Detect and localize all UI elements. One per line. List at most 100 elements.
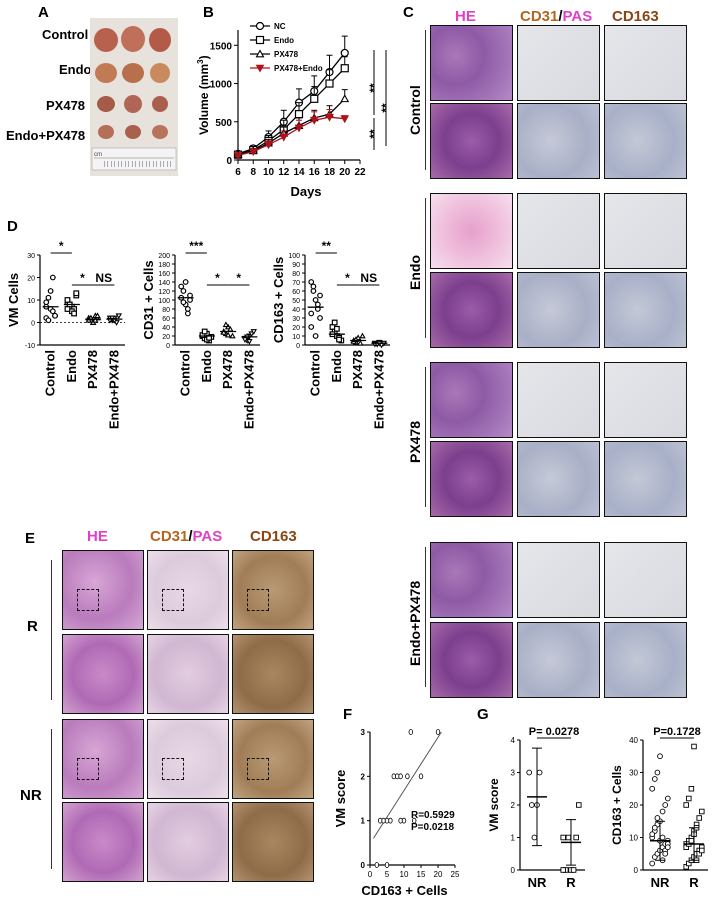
d-y-tick-label: 120 xyxy=(158,289,170,296)
d-point xyxy=(336,336,342,343)
c-tissue-endo-cd163-low xyxy=(604,193,687,269)
d-point xyxy=(314,301,321,308)
b-point xyxy=(340,115,350,124)
b-sig-2: ** xyxy=(379,103,393,113)
e-tissue-nr-cd31-high xyxy=(147,802,229,882)
d-y-tick-label: 20 xyxy=(162,334,170,341)
d-y-tick-label: 0 xyxy=(31,321,35,328)
d-point xyxy=(331,319,338,326)
d-category-label: Endo xyxy=(64,350,79,383)
d-point xyxy=(94,312,101,319)
e-zoom-box xyxy=(77,589,99,611)
g-point xyxy=(654,815,661,821)
g-point xyxy=(649,785,656,792)
e-header-he: HE xyxy=(87,528,108,545)
d-category-label: Endo xyxy=(199,350,214,383)
row-label-px478: PX478 xyxy=(46,98,86,113)
tumor-row-px478 xyxy=(97,95,168,113)
c-tissue-endo-cd31-high xyxy=(517,272,600,348)
g-point xyxy=(560,867,566,873)
d-y-tick-label: 40 xyxy=(292,307,300,314)
c-tissue-control-cd163-high xyxy=(604,103,687,179)
g-point xyxy=(696,815,702,821)
d-category-label: PX478 xyxy=(220,350,235,389)
b-x-tick-label: 12 xyxy=(278,167,290,178)
e-tissue-r-cd31-low xyxy=(147,550,229,630)
panel-a-label: A xyxy=(38,4,49,21)
d-point xyxy=(180,299,187,306)
g-y-tick-label: 0 xyxy=(511,866,516,875)
d-point xyxy=(45,317,52,324)
b-legend-label: PX478+Endo xyxy=(274,64,323,73)
g-point xyxy=(688,837,695,844)
c-header-cd163: CD163 xyxy=(612,8,659,25)
b-y-tick-label: 500 xyxy=(215,118,232,129)
d-ylabel: CD31 + Cells xyxy=(141,260,156,339)
d-y-tick-label: 0 xyxy=(296,343,300,350)
b-point xyxy=(340,94,350,103)
c-group-label-endo: Endo xyxy=(407,254,423,290)
b-point xyxy=(264,141,273,150)
g-point xyxy=(691,743,697,750)
g-point xyxy=(573,834,579,841)
d-point xyxy=(308,324,315,330)
g-y-tick-label: 1 xyxy=(511,834,516,843)
b-sig-3: ** xyxy=(367,129,381,139)
g-point xyxy=(654,769,661,776)
g-point xyxy=(659,808,666,815)
b-y-tick-label: 1500 xyxy=(210,41,233,52)
g-point xyxy=(576,802,582,808)
d-point xyxy=(224,331,232,338)
c-tissue-endo-px478-he-high xyxy=(430,622,513,698)
g-y-tick-label: 3 xyxy=(511,769,516,778)
c-tissue-endo-he-high xyxy=(430,272,513,348)
panel-c-label: C xyxy=(403,4,414,21)
e-tissue-nr-he-high xyxy=(62,802,144,882)
d-y-tick-label: 50 xyxy=(292,298,300,305)
e-zoom-box xyxy=(162,758,184,780)
b-legend: NC Endo PX478 PX478+Endo xyxy=(250,21,323,73)
b-x-tick-label: 16 xyxy=(309,167,321,178)
c-tissue-control-he-low xyxy=(430,25,513,101)
d-y-tick-label: 20 xyxy=(292,325,300,332)
c-group-bracket xyxy=(425,367,426,507)
g-p-value: P=0.1728 xyxy=(653,726,700,738)
f-xlabel: CD163 + Cells xyxy=(361,883,447,898)
d-y-tick-label: 40 xyxy=(162,325,170,332)
d-sig-label: NS xyxy=(95,271,112,285)
f-point xyxy=(411,817,417,824)
d-y-tick-label: 60 xyxy=(292,289,300,296)
d-point xyxy=(312,297,319,303)
panel-a-photo: Control Endo PX478 Endo+PX478 cm xyxy=(4,18,179,176)
g-category-label: R xyxy=(566,875,576,890)
c-group-bracket xyxy=(425,30,426,170)
b-y-tick-label: 1000 xyxy=(210,80,233,91)
d-point xyxy=(222,321,230,328)
b-x-tick-label: 18 xyxy=(324,167,336,178)
e-tissue-r-he-high xyxy=(62,634,144,714)
c-tissue-control-he-high xyxy=(430,103,513,179)
ruler-unit: cm xyxy=(94,152,102,158)
d-point xyxy=(333,325,340,332)
b-point xyxy=(248,148,258,157)
f-r-value: R=0.5929 xyxy=(411,810,455,821)
row-label-control: Control xyxy=(42,27,89,42)
b-x-tick-label: 6 xyxy=(235,167,241,178)
d-point xyxy=(357,339,364,346)
d-y-tick-label: 0 xyxy=(166,343,170,350)
d-category-label: Control xyxy=(308,350,323,396)
e-zoom-box xyxy=(247,758,269,780)
d-plot-1: -10 0 10 20 30 VM Cells Control Endo PX478 Endo+P… xyxy=(6,239,125,429)
f-point xyxy=(408,729,413,735)
f-x-tick-label: 25 xyxy=(451,870,460,879)
b-ylabel: Volume (mm3) xyxy=(196,55,211,135)
e-zoom-box xyxy=(247,589,269,611)
g-point xyxy=(560,834,566,841)
d-y-tick-label: 30 xyxy=(27,253,35,260)
panel-b-label: B xyxy=(203,4,214,21)
tumor-row-endo-px478 xyxy=(98,125,168,139)
d-y-tick-label: -10 xyxy=(25,343,35,350)
